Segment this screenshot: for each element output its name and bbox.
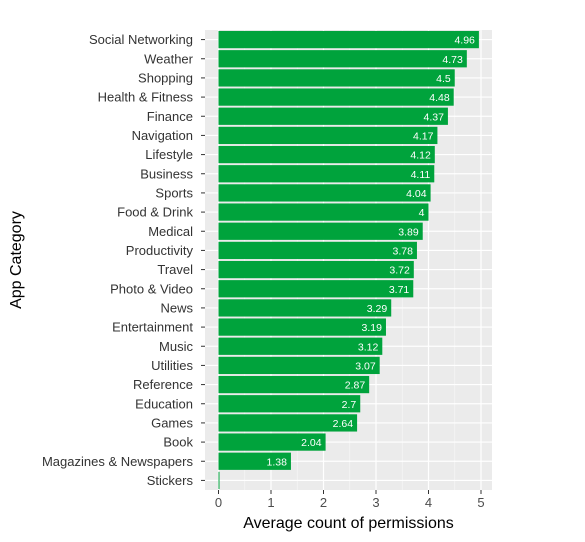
bar-value-label: 4.96 bbox=[454, 35, 475, 47]
bar bbox=[218, 395, 361, 413]
bar bbox=[218, 69, 455, 87]
bar-value-label: 3.29 bbox=[367, 303, 388, 315]
bar-value-label: 2.87 bbox=[345, 380, 366, 392]
x-tick-label: 1 bbox=[267, 495, 274, 510]
bar bbox=[218, 88, 454, 106]
bar-value-label: 1.38 bbox=[267, 456, 288, 468]
bar bbox=[218, 375, 370, 394]
bar-value-label: 3.71 bbox=[389, 284, 410, 296]
bar bbox=[218, 433, 326, 451]
category-label: Photo & Video bbox=[110, 281, 193, 296]
bars: 4.96 4.73 4.5 4.48 4.37 4.17 4.12 4.11 4.04 43.89… bbox=[218, 30, 479, 490]
bar-value-label: 3.12 bbox=[358, 341, 379, 353]
category-label: Shopping bbox=[138, 70, 193, 85]
bar-value-label: 4.04 bbox=[406, 188, 427, 200]
category-label: Travel bbox=[157, 262, 193, 277]
category-label: Book bbox=[163, 435, 193, 450]
bar bbox=[218, 299, 392, 317]
bar-value-label: 3.89 bbox=[398, 226, 419, 238]
bar bbox=[218, 318, 386, 336]
category-label: Sports bbox=[155, 185, 193, 200]
x-tick-label: 4 bbox=[425, 495, 432, 510]
category-label: Games bbox=[151, 415, 193, 430]
bar-value-label: 3.19 bbox=[362, 322, 383, 334]
bar-value-label: 4.37 bbox=[423, 111, 444, 123]
category-label: News bbox=[160, 300, 193, 315]
x-tick-label: 2 bbox=[320, 495, 327, 510]
category-label: Food & Drink bbox=[117, 205, 193, 220]
bar-value-label: 3.78 bbox=[393, 245, 414, 257]
category-label: Navigation bbox=[132, 128, 193, 143]
bar bbox=[218, 471, 220, 490]
category-label: Business bbox=[140, 166, 193, 181]
bar-value-label: 2.64 bbox=[333, 418, 354, 430]
category-label: Entertainment bbox=[112, 320, 193, 335]
bar bbox=[218, 241, 417, 260]
x-tick-label: 5 bbox=[477, 495, 484, 510]
bar bbox=[218, 165, 435, 183]
bar-value-label: 4.73 bbox=[442, 54, 463, 66]
bar bbox=[218, 337, 383, 355]
y-axis-title: App Category bbox=[8, 211, 25, 309]
bar-value-label: 4.5 bbox=[436, 73, 451, 85]
category-label: Stickers bbox=[147, 473, 194, 488]
bar bbox=[218, 452, 291, 470]
category-label: Reference bbox=[133, 377, 193, 392]
bar-value-label: 3.07 bbox=[355, 360, 376, 372]
category-label: Utilities bbox=[151, 358, 193, 373]
bar-value-label: 4 bbox=[419, 207, 425, 219]
bar bbox=[218, 203, 429, 221]
bar-value-label: 4.11 bbox=[411, 169, 431, 181]
bar bbox=[218, 184, 431, 202]
bar-value-label: 2.04 bbox=[301, 437, 322, 449]
category-label: Productivity bbox=[126, 243, 194, 258]
bar bbox=[218, 50, 467, 68]
category-label: Finance bbox=[147, 109, 193, 124]
x-tick-label: 3 bbox=[372, 495, 379, 510]
category-label: Lifestyle bbox=[145, 147, 193, 162]
bar bbox=[218, 260, 414, 279]
category-label: Weather bbox=[144, 51, 194, 66]
category-label: Medical bbox=[148, 224, 193, 239]
bar-value-label: 4.12 bbox=[410, 150, 431, 162]
bar bbox=[218, 222, 423, 240]
category-label: Education bbox=[135, 396, 193, 411]
bar bbox=[218, 145, 435, 164]
bar bbox=[218, 126, 438, 145]
category-label: Social Networking bbox=[89, 32, 193, 47]
x-axis-tick-labels: 0 1 2 3 4 5 bbox=[215, 490, 485, 510]
bar bbox=[218, 280, 414, 298]
plot-panel bbox=[205, 30, 492, 490]
bar-value-label: 4.48 bbox=[429, 92, 450, 104]
x-axis-title: Average count of permissions bbox=[243, 515, 453, 532]
x-tick-label: 0 bbox=[215, 495, 222, 510]
bar-value-label: 4.17 bbox=[413, 130, 434, 142]
bar bbox=[218, 356, 380, 375]
category-label: Health & Fitness bbox=[98, 90, 194, 105]
bar bbox=[218, 30, 479, 49]
bar bbox=[218, 107, 448, 125]
category-label: Magazines & Newspapers bbox=[42, 454, 194, 469]
bar bbox=[218, 414, 358, 432]
y-axis-tick-labels: Social Networking Weather Shopping Health &… bbox=[42, 32, 205, 488]
category-label: Music bbox=[159, 339, 193, 354]
bar-value-label: 3.72 bbox=[389, 265, 410, 277]
bar-value-label: 2.7 bbox=[342, 399, 357, 411]
